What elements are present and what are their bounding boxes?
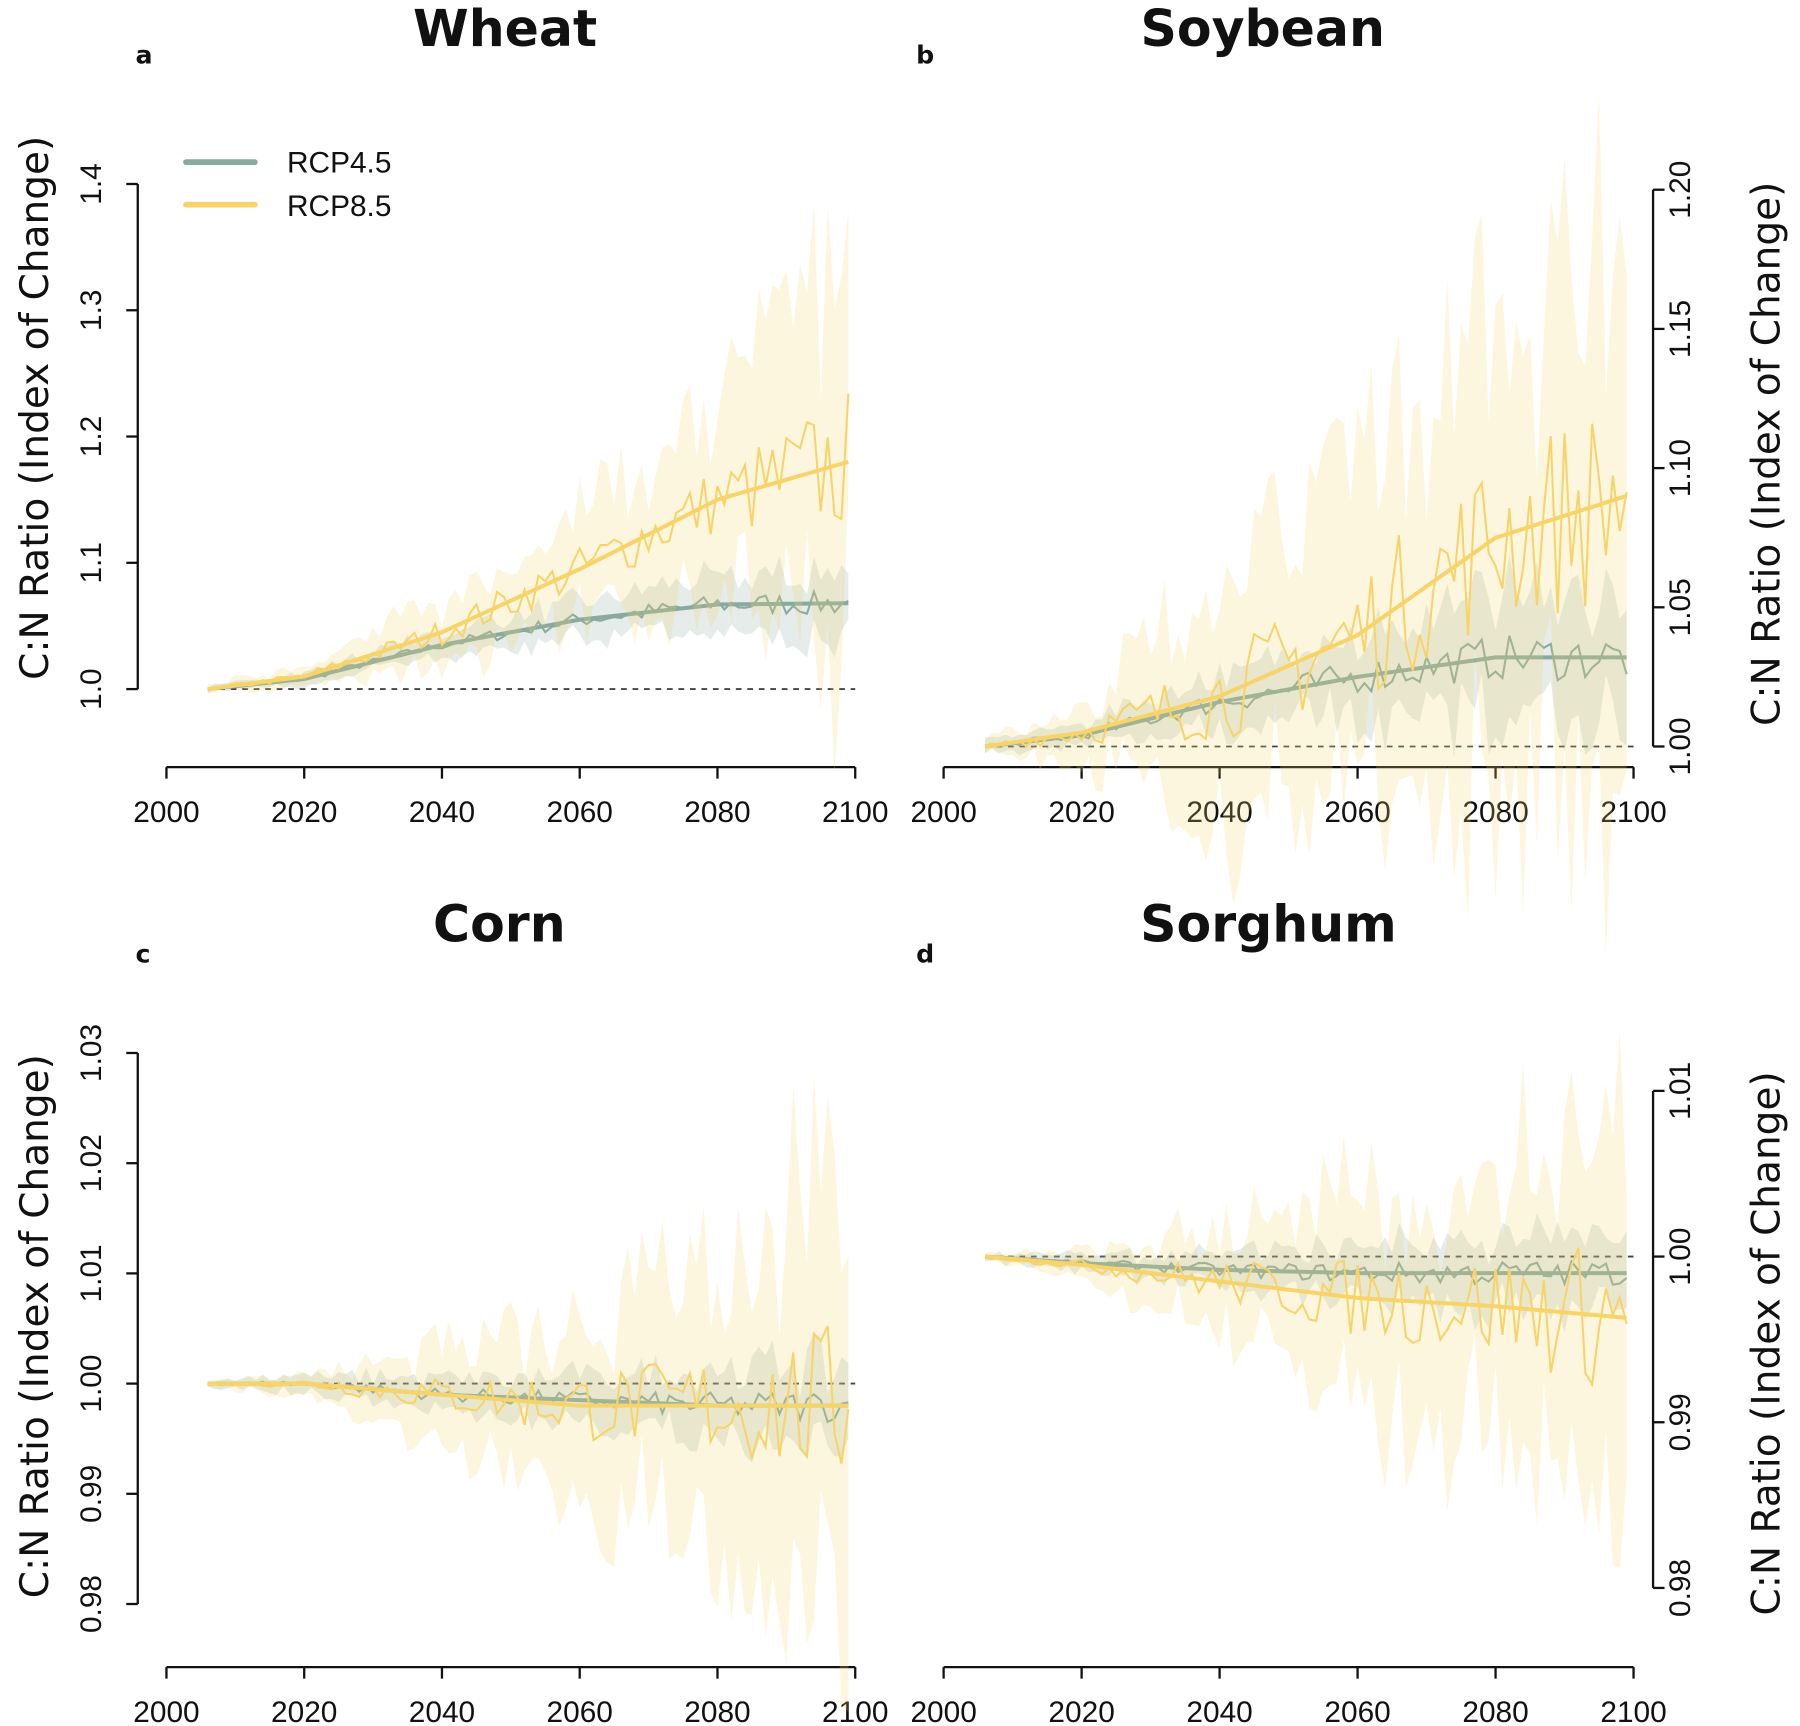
x-tick-label: 2100 xyxy=(822,796,888,829)
trend-line-rcp45 xyxy=(207,601,849,692)
uncertainty-band-rcp85 xyxy=(985,1030,1627,1569)
x-tick-label: 2060 xyxy=(547,1696,613,1726)
panel-sorghum: Sorghum d C:N Ratio (Index of Change) 20… xyxy=(910,895,1789,1726)
x-tick-label: 2060 xyxy=(1324,1696,1390,1726)
legend-label-rcp45: RCP4.5 xyxy=(287,147,391,180)
annual-line-rcp85 xyxy=(984,1247,1628,1388)
y-tick-label: 1.3 xyxy=(75,290,108,331)
y-tick-label: 0.99 xyxy=(75,1465,108,1523)
y-tick-label: 1.1 xyxy=(75,542,108,583)
panel-soybean: Soybean b C:N Ratio (Index of Change) 20… xyxy=(910,0,1789,954)
y-axis-label: C:N Ratio (Index of Change) xyxy=(13,1054,58,1598)
panel-letter: c xyxy=(135,939,150,968)
y-tick-label: 0.98 xyxy=(75,1575,108,1633)
y-tick-label: 1.02 xyxy=(75,1134,108,1192)
y-tick-label: 1.00 xyxy=(1664,1228,1697,1286)
x-tick-label: 2000 xyxy=(133,1696,199,1726)
x-tick-label: 2020 xyxy=(1048,1696,1114,1726)
y-tick-label: 1.15 xyxy=(1664,300,1697,358)
y-axis-label: C:N Ratio (Index of Change) xyxy=(1744,182,1789,726)
x-tick-label: 2040 xyxy=(409,1696,475,1726)
uncertainty-band-rcp85 xyxy=(985,90,1627,954)
x-tick-label: 2080 xyxy=(1462,1696,1528,1726)
y-tick-label: 1.03 xyxy=(75,1024,108,1082)
x-tick-label: 2000 xyxy=(133,796,199,829)
y-tick-label: 1.05 xyxy=(1664,578,1697,636)
panel-title: Corn xyxy=(433,895,566,954)
x-tick-label: 2020 xyxy=(271,796,337,829)
x-tick-label: 2100 xyxy=(1600,1696,1666,1726)
trend-line-rcp45 xyxy=(984,1254,1627,1276)
annual-line-rcp85 xyxy=(984,423,1628,748)
panel-corn: Corn c C:N Ratio (Index of Change) 2000 2… xyxy=(13,895,888,1726)
x-tick-label: 2060 xyxy=(1324,796,1390,829)
x-tick-label: 2040 xyxy=(1186,1696,1252,1726)
trend-line-rcp85 xyxy=(984,494,1628,749)
legend-label-rcp85: RCP8.5 xyxy=(287,190,391,223)
panel-letter: b xyxy=(916,40,934,69)
panel-wheat: Wheat a C:N Ratio (Index of Change) 2000… xyxy=(13,0,888,829)
trend-line-rcp85 xyxy=(984,1254,1627,1320)
y-tick-label: 0.98 xyxy=(1664,1559,1697,1617)
y-tick-label: 1.00 xyxy=(75,1355,108,1413)
legend: RCP4.5 RCP8.5 xyxy=(183,147,391,223)
y-axis-label: C:N Ratio (Index of Change) xyxy=(13,136,58,680)
y-tick-label: 1.01 xyxy=(75,1244,108,1302)
y-tick-label: 1.4 xyxy=(75,163,108,204)
y-tick-label: 1.10 xyxy=(1664,439,1697,497)
panel-title: Wheat xyxy=(413,0,597,58)
x-tick-label: 2040 xyxy=(1186,796,1252,829)
panel-title: Soybean xyxy=(1141,0,1385,58)
trend-line-rcp85 xyxy=(207,459,849,692)
y-tick-label: 1.00 xyxy=(1664,717,1697,775)
y-tick-label: 1.01 xyxy=(1664,1062,1697,1120)
x-tick-label: 2040 xyxy=(409,796,475,829)
x-tick-label: 2000 xyxy=(910,796,976,829)
panel-letter: a xyxy=(135,40,152,69)
x-tick-label: 2080 xyxy=(684,796,750,829)
x-tick-label: 2080 xyxy=(684,1696,750,1726)
x-tick-label: 2100 xyxy=(1600,796,1666,829)
y-tick-label: 0.99 xyxy=(1664,1393,1697,1451)
panel-letter: d xyxy=(916,939,934,968)
y-axis-label: C:N Ratio (Index of Change) xyxy=(1744,1071,1789,1615)
x-tick-label: 2000 xyxy=(910,1696,976,1726)
trend-line-rcp85 xyxy=(207,1381,849,1408)
uncertainty-band-rcp85 xyxy=(207,1075,849,1713)
x-tick-label: 2080 xyxy=(1462,796,1528,829)
y-tick-label: 1.2 xyxy=(75,416,108,457)
panel-title: Sorghum xyxy=(1140,895,1397,954)
x-tick-label: 2020 xyxy=(271,1696,337,1726)
uncertainty-band-rcp85 xyxy=(207,203,849,775)
x-tick-label: 2020 xyxy=(1048,796,1114,829)
x-tick-label: 2100 xyxy=(822,1696,888,1726)
y-tick-label: 1.0 xyxy=(75,668,108,709)
x-tick-label: 2060 xyxy=(547,796,613,829)
y-tick-label: 1.20 xyxy=(1664,161,1697,219)
